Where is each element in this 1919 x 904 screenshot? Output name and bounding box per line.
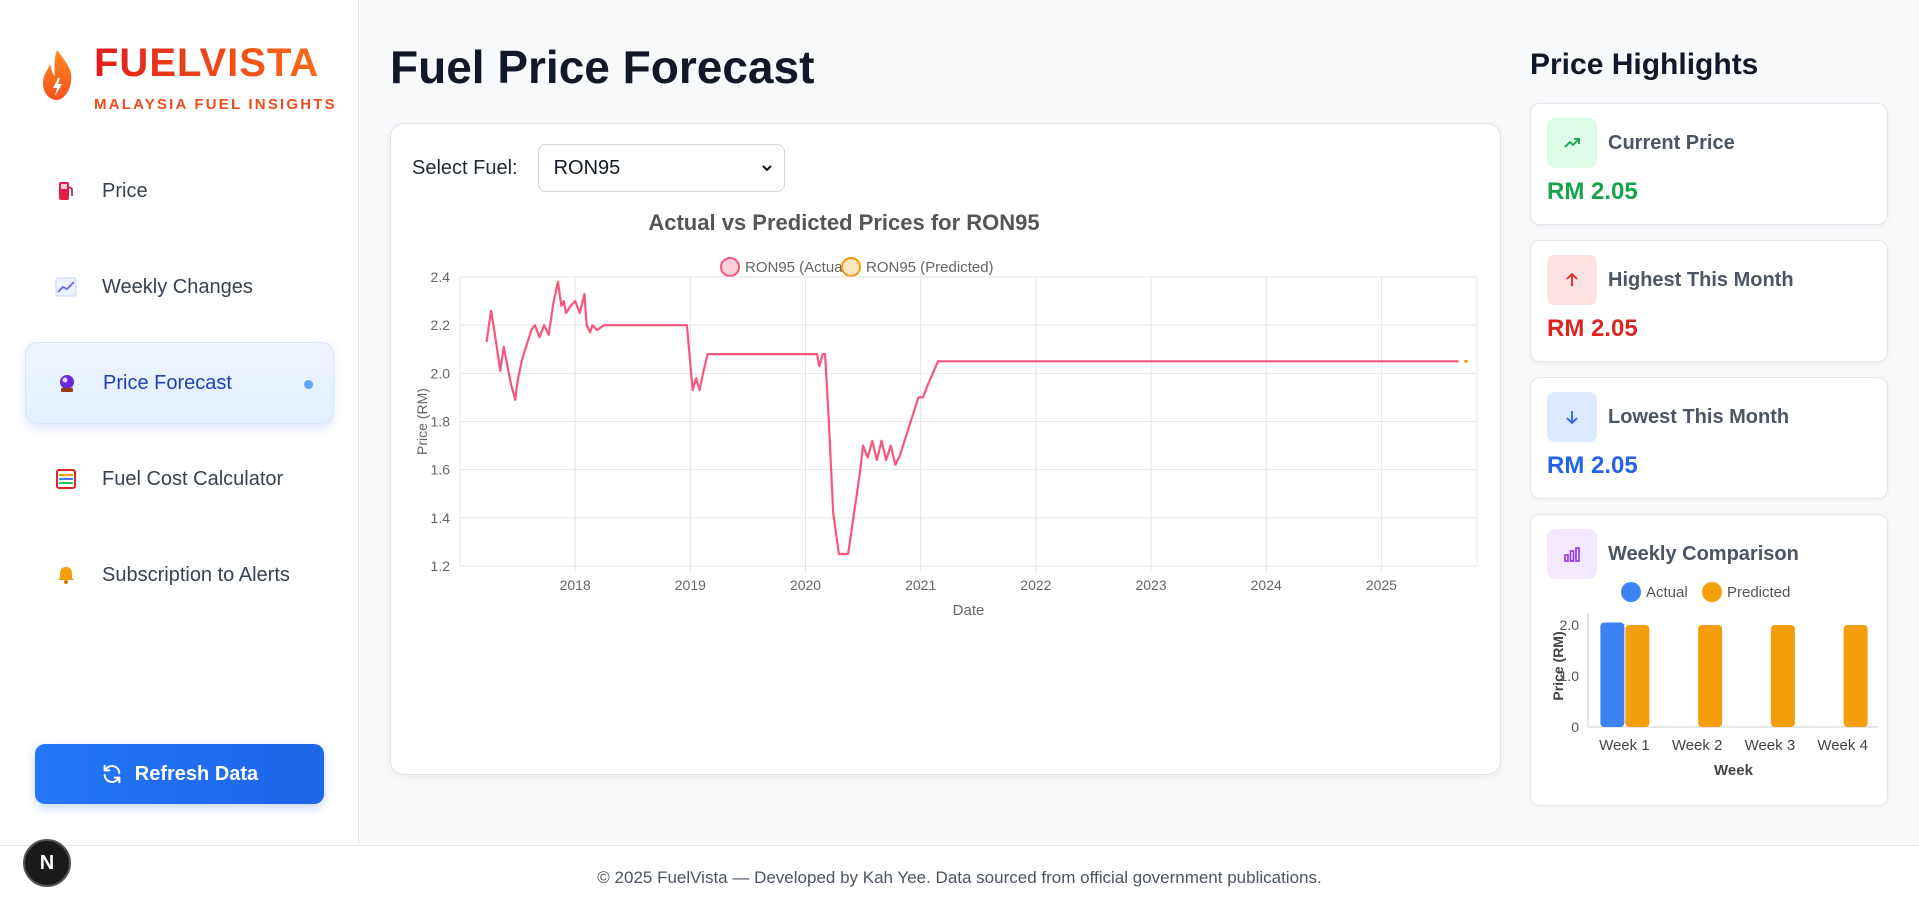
y-tick-label: 1.8 bbox=[431, 414, 451, 430]
crystal-ball-icon bbox=[56, 372, 78, 394]
y-axis-label: Price (RM) bbox=[1550, 631, 1566, 700]
sidebar-item-label: Weekly Changes bbox=[102, 275, 253, 298]
x-tick-label: 2023 bbox=[1135, 577, 1166, 593]
bar-predicted-2 bbox=[1698, 625, 1723, 727]
legend-marker bbox=[1702, 582, 1722, 602]
y-axis-label: Price (RM) bbox=[414, 388, 430, 455]
arrow-down-icon bbox=[1547, 392, 1597, 442]
y-tick-label: 1.6 bbox=[431, 462, 451, 478]
bar-predicted-4 bbox=[1843, 625, 1868, 727]
x-axis-label: Date bbox=[953, 602, 985, 619]
fuel-select-row: Select Fuel: RON95 bbox=[412, 144, 785, 192]
sidebar-nav: Price Weekly Changes Price Forecast Fuel… bbox=[25, 150, 334, 630]
forecast-chart-card: Select Fuel: RON95 Actual vs Predicted P… bbox=[390, 123, 1501, 775]
x-tick-label: 2020 bbox=[790, 577, 821, 593]
sidebar-item-label: Price bbox=[102, 179, 148, 202]
legend-label: RON95 (Actual) bbox=[745, 259, 851, 276]
arrow-up-icon bbox=[1547, 255, 1597, 305]
weekly-comparison-label: Weekly Comparison bbox=[1608, 542, 1799, 565]
weekly-comparison-chart: Actual Predicted 2.0 1.0 0 Week 1 Week 2 Week 3… bbox=[1550, 582, 1879, 779]
fuel-select-label: Select Fuel: bbox=[412, 156, 518, 179]
price-forecast-chart: Actual vs Predicted Prices for RON95 RON9… bbox=[414, 210, 1478, 619]
sidebar-item-label: Subscription to Alerts bbox=[102, 563, 290, 586]
highest-price-card: Highest This Month RM 2.05 bbox=[1530, 240, 1888, 362]
current-price-label: Current Price bbox=[1608, 131, 1735, 154]
bar-predicted-1 bbox=[1625, 625, 1650, 727]
page-title: Fuel Price Forecast bbox=[390, 41, 815, 93]
sidebar-item-price-forecast[interactable]: Price Forecast bbox=[25, 342, 334, 424]
lowest-price-card: Lowest This Month RM 2.05 bbox=[1530, 377, 1888, 499]
actual-price-line bbox=[485, 280, 1459, 556]
y-tick-label: 1.4 bbox=[431, 510, 451, 526]
legend-marker bbox=[1621, 582, 1641, 602]
bell-icon bbox=[55, 564, 77, 586]
legend-marker bbox=[841, 257, 861, 277]
legend-marker bbox=[720, 257, 740, 277]
dev-tools-badge[interactable]: N bbox=[23, 839, 71, 887]
sidebar-item-fuel-cost-calculator[interactable]: Fuel Cost Calculator bbox=[25, 438, 334, 520]
current-price-value: RM 2.05 bbox=[1547, 178, 1638, 205]
footer-text: © 2025 FuelVista — Developed by Kah Yee.… bbox=[597, 868, 1322, 887]
sidebar-item-price[interactable]: Price bbox=[25, 150, 334, 232]
fuel-select-value: RON95 bbox=[553, 156, 621, 179]
x-tick-label: 2022 bbox=[1020, 577, 1051, 593]
bar-chart-icon bbox=[1547, 529, 1597, 579]
footer: © 2025 FuelVista — Developed by Kah Yee.… bbox=[0, 845, 1919, 904]
refresh-icon bbox=[103, 764, 121, 784]
refresh-data-button[interactable]: Refresh Data bbox=[35, 744, 324, 804]
y-tick-label: 1.2 bbox=[431, 558, 451, 574]
highest-price-value: RM 2.05 bbox=[1547, 315, 1638, 342]
abacus-icon bbox=[55, 468, 77, 490]
flame-icon bbox=[43, 50, 72, 100]
highest-price-label: Highest This Month bbox=[1608, 268, 1794, 291]
lowest-price-value: RM 2.05 bbox=[1547, 452, 1638, 479]
legend-label: Predicted bbox=[1727, 584, 1790, 601]
y-tick-label: 2.2 bbox=[431, 317, 451, 333]
y-tick-label: 2.0 bbox=[431, 365, 451, 381]
brand-title: FUELVISTA bbox=[94, 42, 337, 84]
fuel-pump-icon bbox=[55, 180, 77, 202]
bar-predicted-3 bbox=[1770, 625, 1795, 727]
highlights-title: Price Highlights bbox=[1530, 48, 1759, 81]
fuel-select[interactable]: RON95 bbox=[537, 144, 785, 192]
weekly-comparison-card: Weekly Comparison Actual Predicted 2.0 1.0 0… bbox=[1530, 514, 1888, 806]
x-tick-label: Week 2 bbox=[1672, 737, 1723, 754]
current-price-card: Current Price RM 2.05 bbox=[1530, 103, 1888, 225]
line-chart-icon bbox=[55, 276, 77, 298]
active-indicator-dot bbox=[304, 380, 313, 389]
lowest-price-label: Lowest This Month bbox=[1608, 405, 1790, 428]
x-tick-label: Week 4 bbox=[1817, 737, 1868, 754]
x-tick-label: 2024 bbox=[1251, 577, 1282, 593]
x-tick-label: 2025 bbox=[1366, 577, 1397, 593]
refresh-button-label: Refresh Data bbox=[134, 762, 259, 785]
bar-actual-1 bbox=[1600, 622, 1625, 727]
x-tick-label: 2019 bbox=[675, 577, 706, 593]
legend-label: RON95 (Predicted) bbox=[866, 259, 994, 276]
x-tick-label: 2021 bbox=[905, 577, 936, 593]
brand-logo[interactable]: FUELVISTA MALAYSIA FUEL INSIGHTS bbox=[40, 42, 337, 113]
y-tick-label: 1.0 bbox=[1560, 668, 1580, 684]
sidebar-item-subscription-alerts[interactable]: Subscription to Alerts bbox=[25, 534, 334, 616]
sidebar-item-weekly-changes[interactable]: Weekly Changes bbox=[25, 246, 334, 328]
y-tick-label: 2.4 bbox=[431, 269, 451, 285]
legend-label: Actual bbox=[1646, 584, 1688, 601]
x-tick-label: Week 1 bbox=[1599, 737, 1650, 754]
chart-title: Actual vs Predicted Prices for RON95 bbox=[648, 210, 1039, 235]
y-tick-label: 2.0 bbox=[1560, 617, 1580, 633]
x-tick-label: Week 3 bbox=[1745, 737, 1796, 754]
brand-subtitle: MALAYSIA FUEL INSIGHTS bbox=[94, 96, 337, 113]
chevron-down-icon bbox=[761, 165, 772, 172]
x-axis-label: Week bbox=[1714, 762, 1754, 779]
sidebar-item-label: Price Forecast bbox=[103, 371, 232, 394]
trending-up-icon bbox=[1547, 118, 1597, 168]
x-tick-label: 2018 bbox=[560, 577, 591, 593]
y-tick-label: 0 bbox=[1571, 719, 1579, 735]
sidebar-item-label: Fuel Cost Calculator bbox=[102, 467, 284, 490]
sidebar: FUELVISTA MALAYSIA FUEL INSIGHTS Price W… bbox=[0, 0, 359, 845]
